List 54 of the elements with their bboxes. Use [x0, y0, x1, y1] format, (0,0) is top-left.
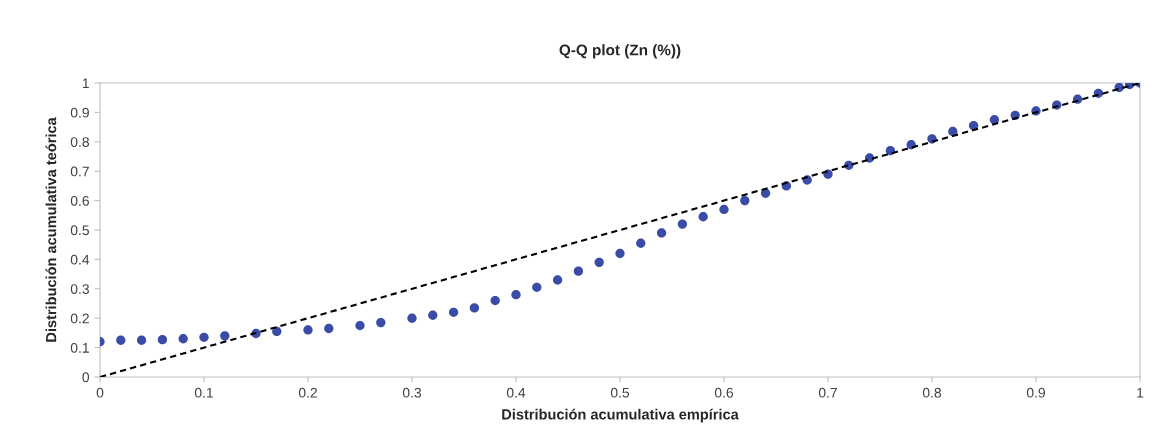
point: [615, 248, 625, 259]
point: [407, 313, 417, 323]
x-tick-label: 0.8: [922, 387, 942, 398]
point: [324, 323, 334, 334]
point: [532, 282, 542, 292]
point: [740, 195, 750, 206]
x-tick-label: 0.7: [818, 387, 837, 398]
x-tick-label: 0.1: [194, 387, 213, 398]
point: [355, 320, 365, 331]
point: [178, 334, 188, 344]
x-tick-label: 0.2: [298, 387, 317, 398]
y-tick-label: 0.3: [70, 284, 89, 294]
y-tick-label: 0.9: [70, 107, 89, 118]
y-tick-label: 0.6: [70, 195, 89, 206]
point: [573, 266, 584, 276]
point: [303, 325, 313, 335]
x-tick-label: 0.6: [714, 387, 734, 398]
point: [157, 335, 168, 345]
point: [376, 317, 386, 328]
point: [272, 326, 282, 337]
point: [199, 332, 209, 342]
y-axis-title: Distribución acumulativa teórica: [45, 117, 57, 342]
point: [428, 310, 438, 320]
x-axis-title: Distribución acumulativa empírica: [502, 408, 739, 423]
point: [677, 219, 688, 229]
x-tick-label: 0.9: [1026, 387, 1045, 398]
point: [698, 212, 708, 222]
point: [552, 275, 563, 285]
point: [448, 307, 459, 317]
x-tick-label: 0.4: [506, 387, 526, 398]
x-tick-label: 0.3: [402, 387, 422, 398]
x-tick-label: 0.5: [610, 387, 630, 398]
y-tick-label: 0.2: [70, 313, 89, 324]
y-tick-label: 0.8: [70, 137, 89, 147]
chart-title: Q-Q plot (Zn (%)): [559, 44, 681, 59]
x-tick-label: 0: [96, 387, 104, 398]
point: [511, 290, 521, 300]
point: [656, 228, 667, 238]
point: [968, 120, 979, 131]
point: [220, 331, 230, 341]
point: [136, 335, 147, 345]
y-tick-label: 0.5: [70, 225, 89, 236]
point: [116, 335, 126, 345]
x-tick-label: 1: [1137, 387, 1144, 398]
y-tick-label: 0.7: [70, 166, 89, 177]
point: [719, 204, 729, 215]
point: [490, 295, 500, 306]
y-tick-label: 0: [82, 372, 90, 383]
y-tick-label: 0.1: [70, 342, 89, 353]
point: [636, 238, 646, 248]
point: [469, 303, 480, 313]
point: [594, 257, 604, 267]
y-tick-label: 1: [82, 78, 89, 89]
y-tick-label: 0.4: [70, 254, 90, 265]
